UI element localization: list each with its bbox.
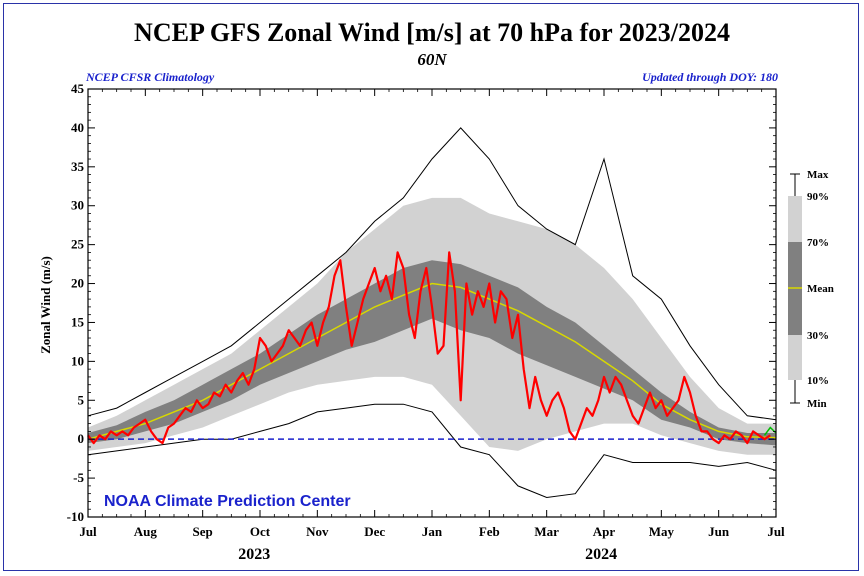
y-tick-label: 15 xyxy=(71,314,85,329)
legend-label: 70% xyxy=(807,237,829,249)
x-tick-label: Nov xyxy=(306,524,329,539)
x-tick-label: Jun xyxy=(708,524,730,539)
x-tick-label: Jul xyxy=(79,524,97,539)
x-tick-label: Oct xyxy=(250,524,271,539)
x-tick-label: Mar xyxy=(534,524,559,539)
x-tick-label: Sep xyxy=(193,524,213,539)
y-tick-label: 25 xyxy=(71,237,85,252)
y-tick-label: -10 xyxy=(67,509,84,524)
y-tick-label: 35 xyxy=(71,159,85,174)
climatology-note: NCEP CFSR Climatology xyxy=(86,70,215,84)
x-tick-label: Jan xyxy=(422,524,443,539)
chart-title: NCEP GFS Zonal Wind [m/s] at 70 hPa for … xyxy=(134,18,730,47)
series-mean xyxy=(87,282,777,440)
y-tick-label: 30 xyxy=(71,198,84,213)
legend-label: 90% xyxy=(807,191,829,203)
brand-label: NOAA Climate Prediction Center xyxy=(104,493,351,510)
legend-label: 10% xyxy=(807,375,829,387)
y-tick-label: 20 xyxy=(71,276,84,291)
x-tick-label: Feb xyxy=(479,524,500,539)
chart-subtitle: 60N xyxy=(417,50,447,69)
chart-frame xyxy=(3,3,859,571)
year-label: 2024 xyxy=(585,546,617,563)
y-tick-label: 10 xyxy=(71,353,84,368)
y-tick-label: 5 xyxy=(78,392,85,407)
legend-band-70-90 xyxy=(788,196,802,242)
y-tick-label: -5 xyxy=(73,470,84,485)
x-tick-label: May xyxy=(649,524,675,539)
series-max xyxy=(87,127,777,421)
y-tick-label: 0 xyxy=(78,431,85,446)
y-axis-label: Zonal Wind (m/s) xyxy=(38,256,53,354)
x-tick-label: Dec xyxy=(364,524,385,539)
band-10-90-percentile xyxy=(88,197,776,455)
year-label: 2023 xyxy=(238,546,270,563)
updated-note: Updated through DOY: 180 xyxy=(642,70,778,84)
y-tick-label: 45 xyxy=(71,81,85,96)
legend-label: Mean xyxy=(807,283,834,295)
series-observed xyxy=(87,251,771,445)
legend-band-10-30 xyxy=(788,335,802,380)
legend-label: Max xyxy=(807,169,829,181)
legend: Max 90% 70% Mean 30% 10% Min xyxy=(788,169,834,410)
plot-area xyxy=(87,127,777,499)
x-tick-label: Apr xyxy=(593,524,616,539)
legend-label: 30% xyxy=(807,330,829,342)
x-tick-label: Jul xyxy=(767,524,785,539)
x-tick-label: Aug xyxy=(134,524,158,539)
y-tick-label: 40 xyxy=(71,120,84,135)
legend-label: Min xyxy=(807,398,827,410)
